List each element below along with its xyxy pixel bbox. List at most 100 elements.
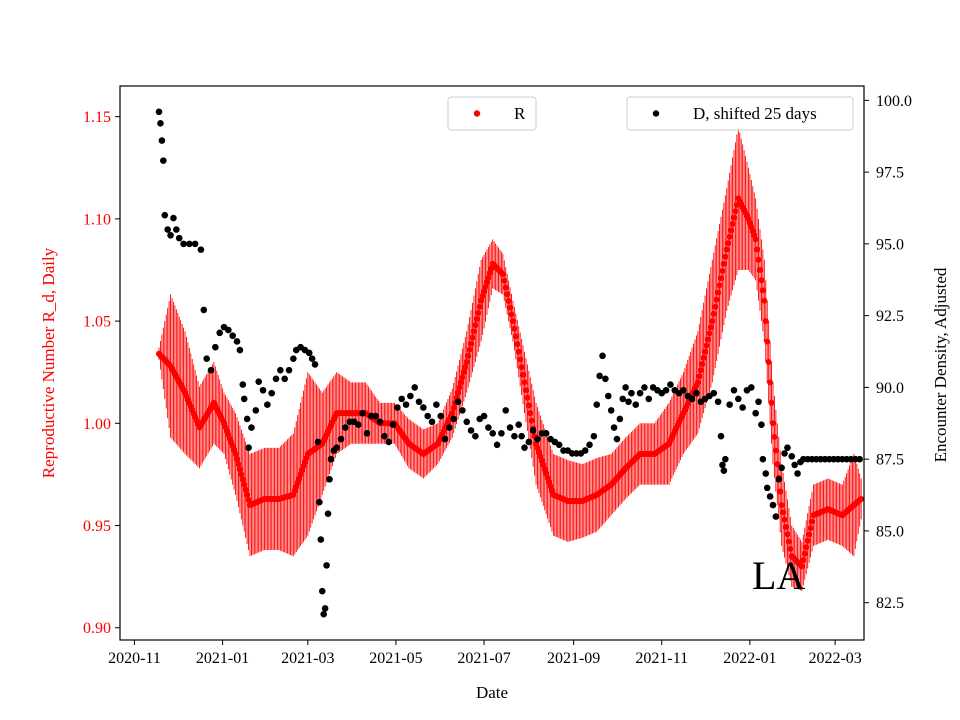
r-point [696, 373, 703, 380]
r-point [704, 336, 711, 343]
d-point [581, 447, 589, 454]
d-point [446, 424, 453, 431]
r-point [479, 293, 486, 300]
r-point [501, 277, 508, 284]
d-point [726, 401, 733, 408]
d-point [645, 395, 653, 403]
d-point [719, 461, 726, 469]
y-right-tick-label: 92.5 [876, 308, 904, 325]
d-point [233, 338, 241, 345]
r-point [515, 348, 522, 355]
d-point [791, 461, 798, 469]
d-point [467, 427, 475, 434]
d-point [337, 435, 345, 443]
r-point [709, 318, 716, 325]
r-point [457, 379, 464, 386]
d-point [255, 378, 262, 385]
r-point [768, 399, 775, 406]
d-point [607, 407, 615, 414]
r-point [473, 316, 480, 323]
d-point [180, 240, 187, 248]
d-point [730, 386, 738, 394]
r-point [858, 495, 865, 502]
d-point [240, 395, 248, 403]
r-point [502, 284, 509, 291]
d-point [203, 355, 210, 362]
r-point [485, 274, 492, 281]
d-point [485, 424, 492, 431]
r-point [762, 318, 769, 325]
legend-r-marker [473, 110, 481, 117]
r-point [732, 208, 739, 215]
r-point [524, 394, 531, 401]
legend-r-box [447, 96, 537, 131]
r-point [758, 277, 765, 284]
legend-r-label: R [514, 104, 526, 123]
r-point [756, 266, 763, 273]
r-point [707, 324, 714, 331]
r-point [499, 271, 506, 278]
r-point [715, 289, 722, 296]
r-point [726, 233, 733, 240]
r-point [521, 379, 528, 386]
y-left-tick-label: 1.05 [83, 314, 111, 331]
d-point [411, 384, 419, 391]
d-point [402, 401, 410, 408]
d-point [290, 355, 297, 362]
r-point [241, 481, 248, 488]
d-point [376, 418, 384, 426]
legend-d-label: D, shifted 25 days [693, 104, 817, 123]
d-point [714, 398, 722, 406]
d-point [755, 398, 762, 406]
d-point [739, 404, 746, 411]
d-point [175, 234, 183, 242]
y-right-tick-label: 87.5 [876, 452, 904, 469]
r-point [752, 236, 759, 243]
r-point [486, 270, 493, 277]
d-point [424, 412, 432, 420]
d-point [667, 381, 674, 388]
r-point [706, 330, 713, 337]
y-left-axis-ticks: 0.90 0.95 1.00 1.05 1.10 1.15 [83, 109, 120, 637]
d-point [518, 432, 525, 440]
r-point [463, 358, 470, 365]
d-point [781, 450, 788, 457]
r-point [777, 488, 784, 495]
y-right-axis-title: Encounter Density, Adjusted [931, 267, 950, 462]
x-axis-title: Date [476, 683, 508, 702]
r-point [455, 389, 462, 396]
d-point [320, 610, 327, 618]
r-point [798, 563, 805, 570]
d-point [555, 441, 563, 449]
d-point [472, 432, 479, 440]
d-point [693, 389, 700, 397]
x-tick-label: 2021-01 [196, 650, 249, 667]
d-point [498, 430, 505, 437]
d-point [602, 375, 609, 383]
d-point [610, 424, 618, 431]
d-point [613, 435, 621, 443]
d-point [327, 455, 335, 463]
x-tick-label: 2022-01 [723, 650, 776, 667]
r-point [462, 364, 469, 371]
y-right-tick-label: 85.0 [876, 523, 904, 540]
r-point [801, 550, 808, 557]
d-point [748, 384, 755, 391]
legend-r: R [447, 96, 537, 131]
d-point [506, 424, 514, 431]
d-point [766, 493, 774, 500]
r-point [450, 404, 457, 411]
d-point [616, 415, 624, 423]
d-point [381, 432, 388, 440]
d-point [515, 421, 523, 429]
d-point [372, 412, 380, 420]
d-point [333, 444, 340, 451]
r-point [725, 240, 732, 247]
d-point [784, 444, 791, 451]
r-point [522, 387, 529, 394]
x-tick-label: 2021-05 [369, 650, 422, 667]
d-point [788, 452, 796, 460]
y-left-tick-label: 1.10 [83, 211, 111, 228]
d-point [268, 389, 275, 397]
d-point [717, 432, 725, 440]
